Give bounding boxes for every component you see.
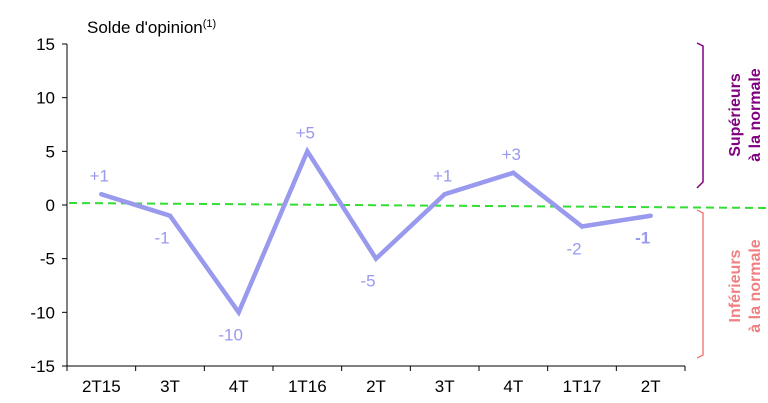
y-axis: 15 10 5 0 -5 -10 -15 [30,35,68,376]
data-label: -2 [566,239,581,258]
above-bracket [696,42,704,189]
data-point [579,224,585,229]
below-bracket [696,209,704,359]
x-tick-label: 3T [160,377,180,396]
data-label: +1 [90,166,109,185]
x-tick-label: 4T [503,377,523,396]
y-tick-label: -10 [30,303,55,322]
data-label: +5 [296,123,315,142]
data-point [442,192,447,197]
x-tick-label: 3T [435,377,455,396]
y-tick-label: -15 [30,357,55,376]
data-label: +1 [433,166,452,185]
y-tick-label: 5 [46,142,55,161]
reference-line-layer [68,202,768,209]
x-tick-label: 1T17 [563,377,602,396]
x-axis: 2T15 3T 4T 1T16 2T 3T 4T 1T17 2T [66,365,686,396]
x-tick-label: 2T [641,377,661,396]
data-label: -5 [360,272,375,291]
below-normal-annotation: Inférieurs à la normale [696,209,764,359]
data-label: -1 [635,229,650,248]
data-labels-layer: +1 -1 -10 +5 -5 +1 +3 -2 -1 [90,123,651,344]
data-point [236,310,241,315]
data-point [373,256,379,261]
above-label-line2: à la normale [747,68,764,161]
series-line [100,146,652,317]
data-label: -1 [154,229,169,248]
chart-title: Solde d'opinion(1) [87,18,216,37]
data-label: -10 [218,325,243,344]
y-tick-label: 0 [46,196,55,215]
x-tick-label: 2T [366,377,386,396]
y-tick-label: 10 [36,89,55,108]
below-label-line2: à la normale [747,239,764,332]
y-tick-label: -5 [40,250,55,269]
above-label-line1: Supérieurs [727,73,744,157]
series-layer [99,146,653,317]
x-tick-label: 4T [229,377,249,396]
data-point [167,213,173,218]
data-point [99,192,104,197]
above-normal-annotation: Supérieurs à la normale [696,42,764,189]
data-label: +3 [502,145,521,164]
x-tick-label: 2T15 [82,377,121,396]
reference-line [68,202,768,209]
data-point [648,213,653,218]
x-tick-label: 1T16 [288,377,327,396]
data-point [305,149,310,154]
below-label-line1: Inférieurs [727,249,744,322]
y-tick-label: 15 [36,35,55,54]
data-point [511,170,516,176]
